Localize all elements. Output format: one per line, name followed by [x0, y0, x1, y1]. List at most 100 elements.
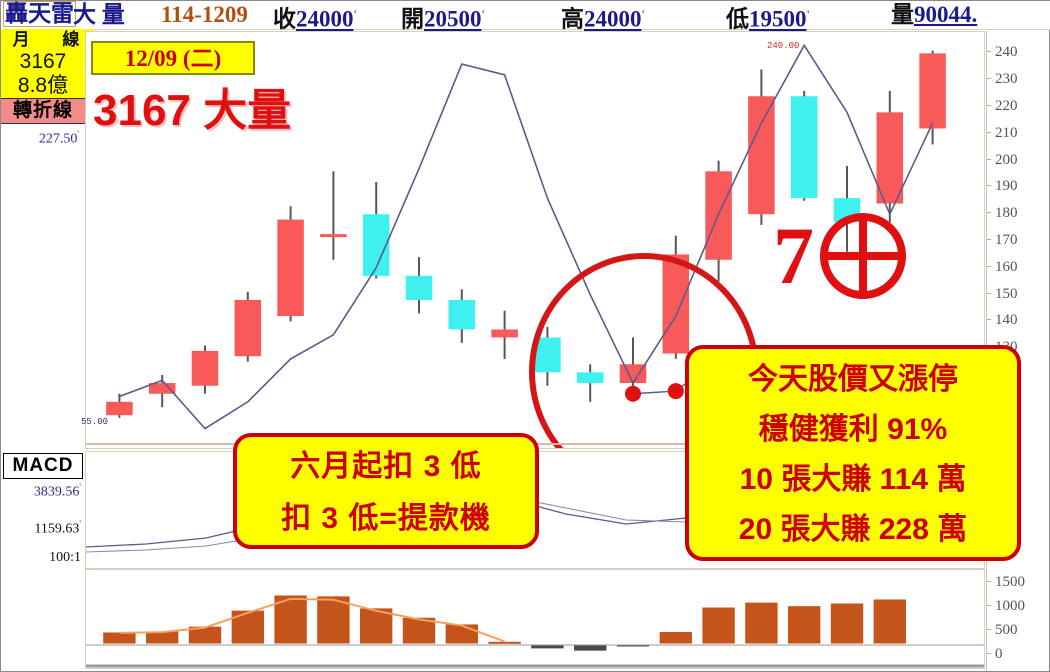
date-range: 114-1209 [161, 2, 248, 27]
price-axis-tick: 150 [987, 285, 1018, 302]
volume-bar [444, 623, 479, 645]
circled-cross-icon [820, 213, 906, 299]
callout-right-line-1: 穩健獲利 91% [758, 413, 948, 446]
candle-body [790, 96, 818, 199]
volume-axis-tick: 500 [987, 622, 1018, 638]
volume-chart-pane[interactable] [85, 569, 985, 669]
candlestick [919, 50, 946, 145]
candlestick [705, 160, 732, 282]
volume-bar [187, 625, 223, 645]
volume-bar [744, 601, 779, 645]
price-axis-tick: 200 [987, 151, 1018, 168]
high-tick-icon: ' [641, 7, 645, 21]
candlestick [405, 257, 433, 314]
volume-bar [701, 606, 736, 645]
candle-body [448, 299, 476, 330]
macd-top-number: 3839.56 [33, 484, 80, 500]
price-axis-tick: 160 [987, 258, 1018, 275]
close-quote: 收24000' [273, 1, 357, 33]
open-tick-icon: ' [481, 7, 485, 21]
low-tick-icon: ' [806, 7, 810, 21]
open-value: 20500 [424, 6, 482, 32]
high-value: 24000 [584, 6, 642, 32]
seven-digit: 7 [773, 210, 814, 301]
candlestick [106, 393, 133, 418]
candle-body [277, 219, 304, 317]
support-dot [625, 385, 641, 402]
volume-axis-tick: 1000 [987, 598, 1025, 614]
candle-body [234, 299, 262, 357]
callout-left: 六月起扣 3 低 扣 3 低=提款機 [233, 433, 539, 549]
macd-mid-tick-icon: ' [79, 519, 81, 529]
macd-title: MACD [3, 453, 83, 479]
seven-marker: 7 [773, 213, 906, 299]
volume-bar [145, 630, 180, 645]
volume-bar [530, 643, 565, 650]
volume-quote: 量90044. [891, 1, 977, 28]
volume-bar [829, 602, 865, 645]
price-axis-tick: 170 [987, 232, 1018, 248]
volume-label: 量 [891, 2, 914, 27]
macd-top-tick-icon: ' [79, 482, 81, 492]
candlestick [491, 310, 518, 359]
date-badge: 12/09 (二) [91, 41, 255, 75]
left-info-panel: 月 線 3167 8.8億 轉折線 227.50' [1, 29, 95, 449]
turning-line-value: 227.50' [1, 124, 85, 147]
candlestick [576, 364, 604, 402]
close-value: 24000 [296, 6, 354, 32]
volume-ma-line [119, 597, 505, 643]
candlestick [876, 90, 904, 223]
candlestick [234, 291, 262, 362]
candle-body [662, 254, 690, 354]
candlestick [277, 206, 304, 322]
callout-right-line-3: 20 張大賺 228 萬 [738, 513, 968, 546]
turning-line-number: 227.50 [38, 131, 78, 147]
volume-axis: 1500 1000 500 0 [986, 561, 1050, 671]
high-quote: 高24000' [561, 1, 645, 33]
close-label: 收 [273, 6, 296, 32]
symbol-code: 3167 [1, 50, 85, 74]
turning-tick-icon: ' [77, 129, 79, 139]
line-type-label: 月 線 [1, 29, 95, 50]
turning-line-label: 轉折線 [1, 98, 85, 124]
open-label: 開 [401, 6, 424, 32]
cross-vertical [859, 215, 867, 297]
price-axis-tick: 190 [987, 178, 1018, 195]
turnover-amount: 8.8億 [1, 74, 85, 98]
candle-body [191, 350, 219, 386]
price-axis-tick: 230 [987, 71, 1018, 88]
volume-bar [573, 643, 608, 652]
volume-bar [658, 631, 693, 645]
price-axis-tick: 180 [987, 205, 1018, 222]
quote-bar: 轟天雷 大 量 114-1209 收24000' 開20500' 高24000'… [1, 1, 1050, 33]
moving-average-line [119, 43, 934, 430]
support-dot [667, 383, 684, 400]
candlestick [320, 171, 347, 260]
macd-value-mid: 1159.63' [1, 519, 81, 538]
volume-value: 90044. [914, 2, 978, 27]
candlestick [362, 182, 390, 279]
macd-ratio: 100:1 [49, 550, 81, 565]
volume-bar-plot [86, 594, 984, 668]
low-label: 低 [726, 6, 749, 32]
price-axis-tick: 240 [987, 44, 1018, 61]
macd-mid-number: 1159.63 [34, 521, 80, 537]
high-label: 高 [561, 6, 584, 32]
candle-body [106, 401, 133, 416]
price-candlestick-plot [86, 43, 984, 448]
volume-bar [102, 631, 137, 645]
volume-bar [787, 605, 822, 645]
candlestick [191, 345, 219, 394]
candlestick [790, 90, 818, 201]
candlestick [662, 235, 690, 359]
callout-right-line-0: 今天股價又漲停 [748, 363, 958, 396]
callout-left-line-0: 六月起扣 3 低 [290, 450, 482, 483]
price-tag-high: 240.00 [767, 41, 800, 51]
volume-bar [316, 595, 351, 645]
callout-left-line-1: 扣 3 低=提款機 [281, 502, 491, 535]
low-quote: 低19500' [726, 1, 810, 33]
price-tag-low: 55.00 [81, 417, 109, 427]
candlestick [448, 289, 476, 343]
candle-body [919, 53, 946, 129]
candle-body [748, 96, 775, 215]
